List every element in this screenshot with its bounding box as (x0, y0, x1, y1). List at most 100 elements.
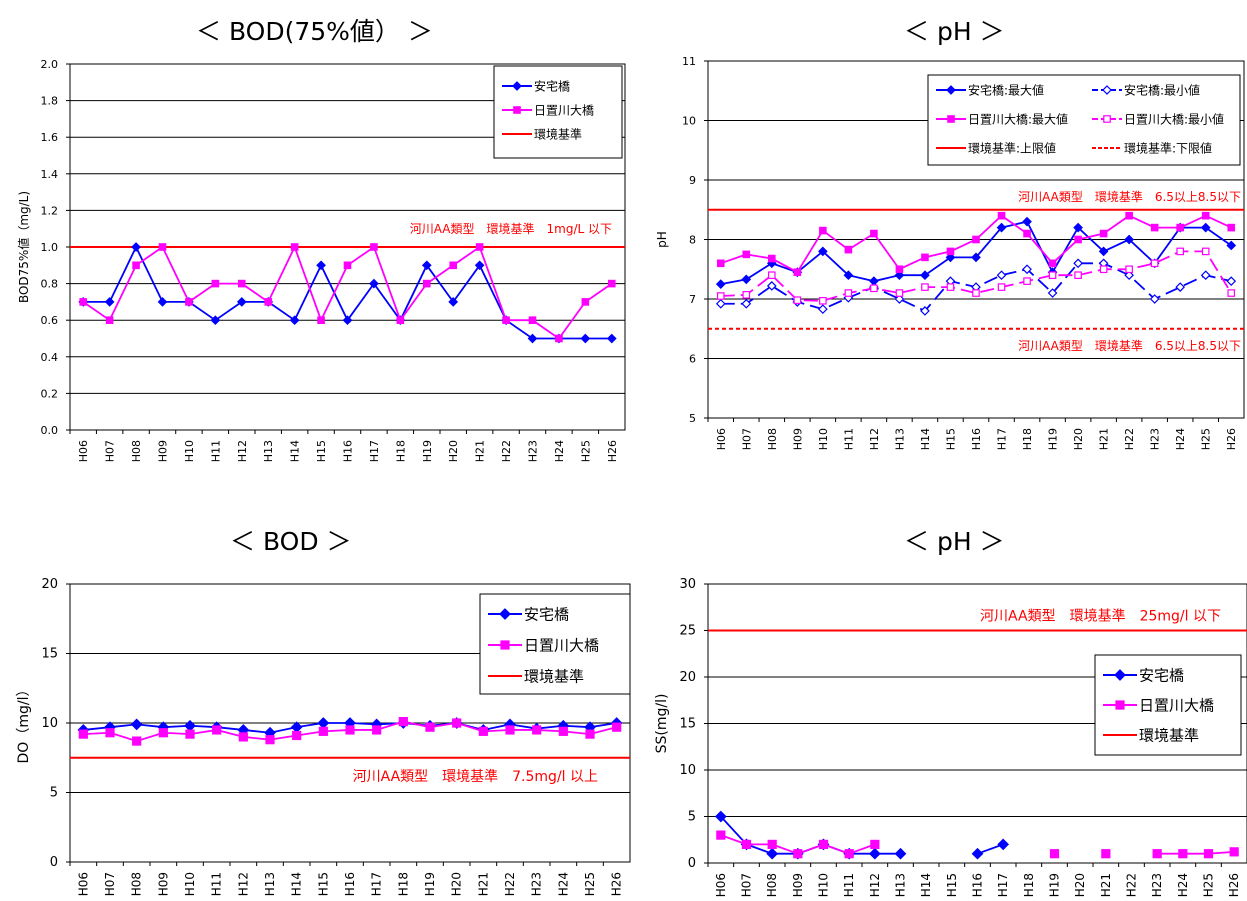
data-point (237, 279, 246, 288)
x-tick-label: H20 (1072, 428, 1085, 450)
x-tick-label: H26 (610, 872, 624, 896)
data-point (104, 297, 115, 307)
data-point (768, 254, 776, 263)
data-point (1074, 271, 1082, 280)
data-point (580, 333, 591, 344)
data-point (528, 316, 537, 325)
standard-label: 河川AA類型 環境基準 25mg/l 以下 (980, 608, 1221, 625)
data-point (1124, 234, 1134, 245)
standard-label: 河川AA類型 環境基準 7.5mg/l 以上 (353, 768, 598, 785)
data-point (105, 316, 114, 325)
x-tick-label: H14 (290, 872, 304, 896)
data-point (895, 289, 904, 297)
chart-title: ＜ pH ＞ (904, 17, 1005, 46)
x-tick-label: H11 (842, 428, 855, 450)
x-tick-label: H24 (556, 872, 570, 896)
y-tick-label: 5 (50, 786, 58, 801)
data-point (1226, 240, 1237, 251)
data-point (132, 736, 142, 746)
x-tick-label: H16 (971, 873, 985, 897)
data-point (844, 849, 854, 859)
x-tick-label: H19 (421, 440, 434, 462)
data-point (1152, 849, 1162, 859)
data-point (1125, 211, 1133, 220)
data-point (1099, 229, 1108, 238)
data-point (768, 271, 776, 280)
data-point (1178, 849, 1188, 859)
data-point (946, 85, 956, 95)
x-tick-label: H15 (945, 873, 959, 897)
x-tick-label: H06 (77, 440, 90, 462)
data-point (844, 289, 853, 297)
data-point (1023, 277, 1031, 285)
data-point (1022, 216, 1032, 227)
data-point (766, 847, 779, 860)
data-point (1150, 259, 1159, 268)
data-point (1049, 849, 1060, 859)
legend-label: 環境基準 (524, 668, 584, 686)
x-tick-label: H17 (368, 440, 381, 462)
x-tick-label: H25 (579, 440, 592, 462)
data-point (1227, 223, 1236, 232)
data-point (345, 725, 355, 735)
data-point (527, 333, 538, 344)
x-tick-label: H10 (183, 440, 196, 462)
data-point (607, 279, 616, 288)
data-point (1048, 271, 1057, 280)
data-point (369, 278, 379, 289)
y-tick-label: 1.6 (41, 131, 59, 144)
x-tick-label: H11 (210, 872, 224, 896)
x-tick-label: H19 (1047, 428, 1060, 450)
chart-title: ＜ BOD(75%値） ＞ (196, 17, 433, 46)
data-point (1125, 265, 1133, 274)
x-tick-label: H12 (236, 440, 249, 462)
data-point (1074, 235, 1082, 244)
data-point (1150, 223, 1159, 232)
data-point (1022, 264, 1032, 275)
data-point (894, 270, 905, 281)
data-point (741, 298, 752, 309)
data-point (997, 211, 1006, 220)
y-tick-label: 10 (682, 115, 696, 128)
y-tick-label: 10 (679, 763, 696, 778)
data-point (1226, 276, 1237, 286)
data-point (870, 284, 878, 293)
series (79, 243, 616, 343)
data-point (475, 243, 484, 251)
data-point (185, 729, 195, 739)
legend-label: 安宅橋:最大値 (968, 83, 1044, 98)
x-tick-label: H20 (1073, 873, 1087, 897)
data-point (767, 839, 777, 849)
bod75-chart: 0.0 0.2 0.4 0.6 0.8 1.0 1.2 1.4 1.6 1.8 2.0 H06 H07 H… (16, 58, 626, 462)
data-point (972, 235, 980, 244)
x-tick-label: H16 (342, 440, 355, 462)
data-point (818, 839, 829, 849)
x-tick-label: H14 (289, 440, 302, 462)
data-point (499, 608, 511, 620)
x-tick-label: H09 (791, 873, 805, 897)
data-point (130, 718, 143, 731)
x-tick-label: H08 (130, 872, 144, 896)
series (78, 717, 622, 746)
y-tick-label: 1.2 (41, 204, 59, 217)
y-axis-label: DO（mg/l） (16, 683, 32, 764)
x-tick-label: H10 (817, 873, 831, 897)
legend-label: 日置川大橋:最大値 (968, 112, 1068, 127)
data-point (1103, 115, 1111, 123)
data-point (105, 728, 115, 738)
legend-label: 日置川大橋 (534, 104, 594, 118)
x-tick-label: H18 (1022, 873, 1036, 897)
data-point (211, 279, 220, 288)
data-point (1201, 247, 1210, 256)
data-point (1124, 270, 1134, 281)
data-point (478, 726, 488, 736)
x-tick-label: H21 (1098, 428, 1111, 450)
legend-label: 安宅橋 (1139, 667, 1184, 685)
x-tick-label: H07 (104, 440, 117, 462)
data-point (1023, 229, 1031, 238)
series (716, 247, 1236, 305)
data-point (396, 316, 405, 325)
y-tick-label: 15 (41, 647, 58, 662)
data-point (290, 243, 299, 251)
x-tick-label: H19 (1048, 873, 1062, 897)
